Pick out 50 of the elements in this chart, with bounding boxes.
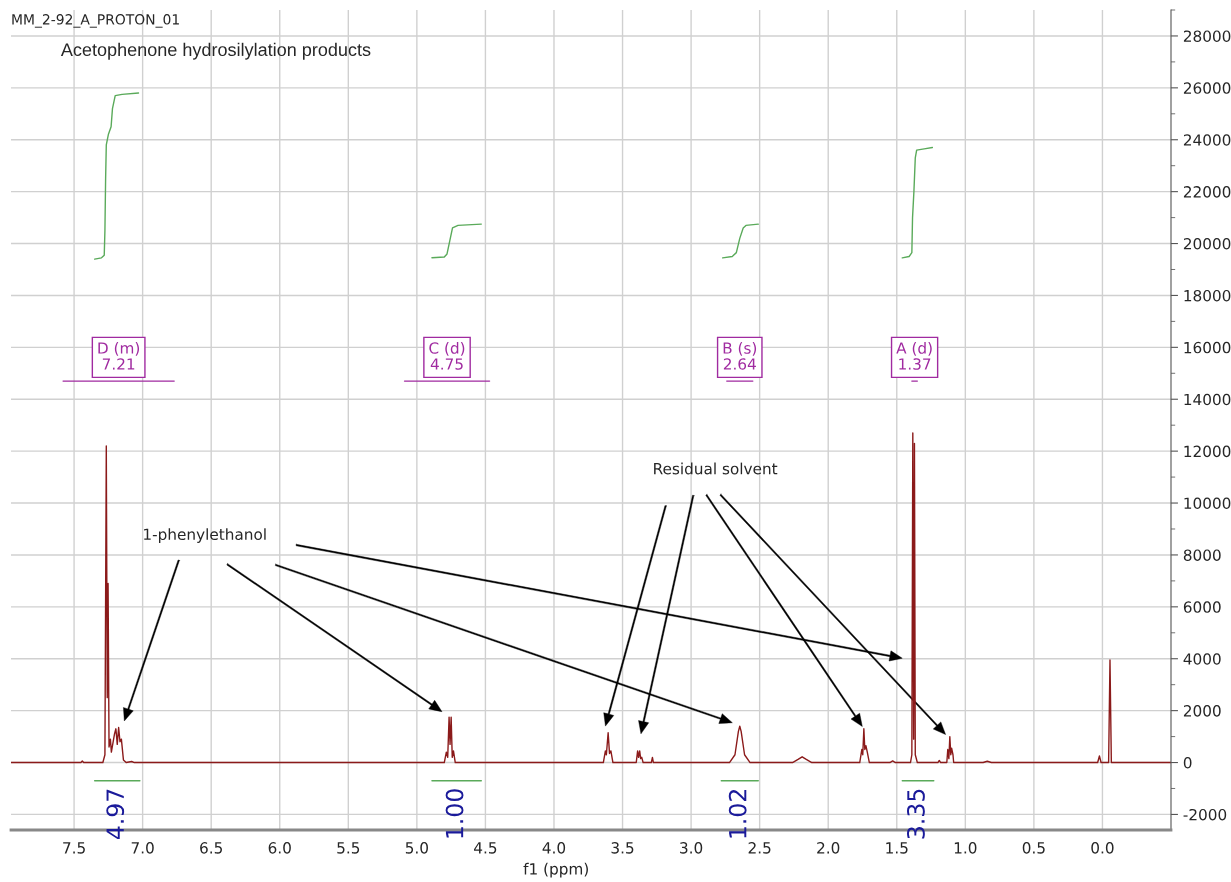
y-tick-label: 28000 xyxy=(1183,30,1231,42)
y-tick-label: 22000 xyxy=(1183,186,1231,198)
x-tick-label: 5.0 xyxy=(405,842,428,854)
annotation: 3.35 xyxy=(907,789,925,839)
x-tick-label: 5.5 xyxy=(337,842,360,854)
y-tick-label: 20000 xyxy=(1183,238,1231,250)
annotation: B (s) 2.64 xyxy=(723,342,757,370)
y-tick-label: 8000 xyxy=(1183,549,1221,561)
x-tick-label: 6.5 xyxy=(200,842,222,854)
y-tick-label: 4000 xyxy=(1183,653,1221,665)
y-tick-label: 10000 xyxy=(1184,497,1231,510)
y-tick-label: 26000 xyxy=(1183,82,1231,94)
y-tick-label: 6000 xyxy=(1183,601,1221,613)
x-tick-label: 6.0 xyxy=(268,842,291,854)
annotation: A (d) 1.37 xyxy=(896,342,932,370)
x-tick-label: 3.5 xyxy=(611,842,634,854)
x-tick-label: 7.5 xyxy=(63,842,85,854)
x-tick-label: 0.0 xyxy=(1091,842,1114,854)
x-tick-label: 2.0 xyxy=(817,842,840,854)
y-tick-label: -2000 xyxy=(1183,808,1227,821)
x-tick-label: 2.5 xyxy=(748,842,771,854)
y-tick-label: 18000 xyxy=(1184,289,1231,302)
annotation: Residual solvent xyxy=(654,462,778,475)
x-tick-label: 0.5 xyxy=(1022,842,1045,854)
line-series xyxy=(11,432,1171,764)
x-tick-label: 3.0 xyxy=(680,842,703,854)
line-series xyxy=(93,92,140,260)
text: Acetophenone hydrosilylation products xyxy=(60,42,371,60)
x-tick-label: 1.0 xyxy=(954,842,977,854)
y-tick-label: 12000 xyxy=(1184,445,1231,458)
x-tick-label: 7.0 xyxy=(131,842,154,854)
annotation: 1.02 xyxy=(728,790,747,838)
y-tick-label: 2000 xyxy=(1183,705,1221,717)
x-tick-label: 4.0 xyxy=(542,842,566,854)
y-tick-label: 24000 xyxy=(1183,134,1231,146)
line-series xyxy=(721,223,759,259)
x-axis-title: f1 (ppm) xyxy=(523,862,588,878)
y-tick-label: 0 xyxy=(1183,757,1192,769)
y-tick-label: 14000 xyxy=(1184,393,1231,406)
chart-title: MM_2-92_A_PROTON_01 xyxy=(12,14,179,28)
annotation: D (m) 7.21 xyxy=(98,342,140,370)
annotation: C (d) 4.75 xyxy=(429,342,465,370)
x-tick-label: 4.5 xyxy=(474,842,497,854)
annotation: 1-phenylethanol xyxy=(144,528,266,543)
annotation: 1.00 xyxy=(445,789,464,838)
annotation: 4.97 xyxy=(106,789,125,840)
line-series xyxy=(901,146,934,259)
x-tick-label: 1.5 xyxy=(886,842,908,854)
line-series xyxy=(431,223,483,259)
y-tick-label: 16000 xyxy=(1184,341,1231,354)
